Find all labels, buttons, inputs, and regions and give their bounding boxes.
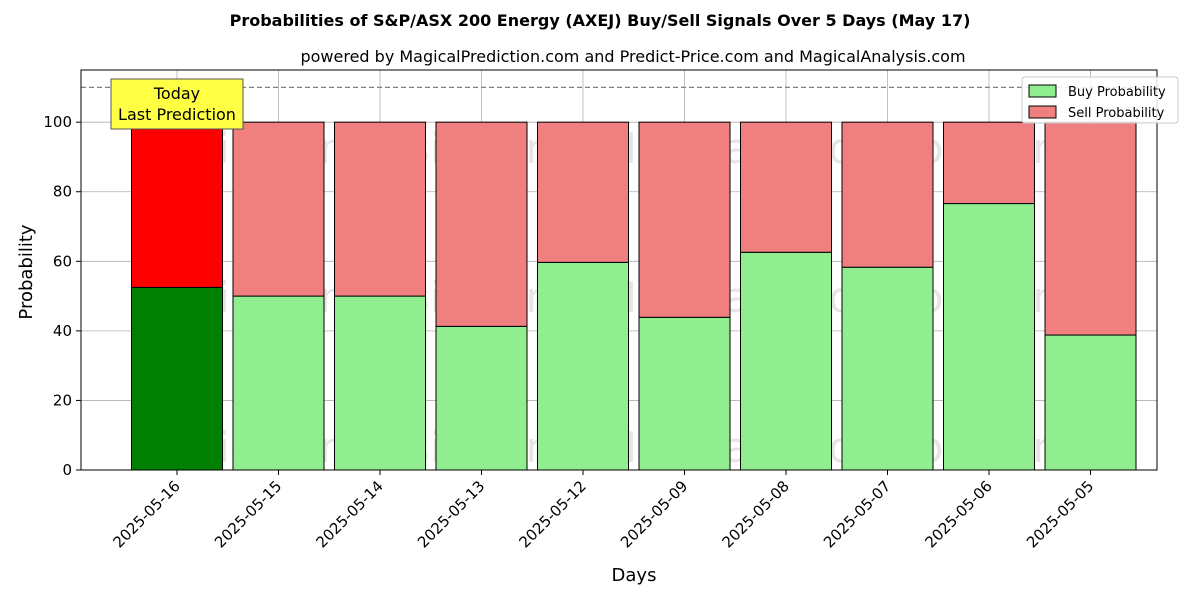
plot-frame — [80, 69, 1158, 471]
x-tick-label: 2025-05-07 — [820, 477, 894, 551]
sell-bar — [232, 121, 325, 297]
x-tick-label: 2025-05-05 — [1023, 477, 1097, 551]
buy-bar — [1044, 334, 1137, 471]
x-axis-label: Days — [612, 565, 657, 586]
sell-bar — [131, 121, 223, 288]
sell-bar — [638, 121, 731, 318]
sell-bar — [1044, 121, 1137, 336]
legend-swatch — [1028, 105, 1057, 119]
y-tick-label: 60 — [53, 252, 72, 270]
sell-bar — [841, 121, 934, 268]
y-tick-label: 20 — [53, 391, 72, 409]
x-tick-label: 2025-05-08 — [718, 477, 792, 551]
bar-layer — [131, 121, 1137, 471]
buy-bar — [943, 203, 1035, 471]
x-tick-label: 2025-05-13 — [414, 477, 488, 551]
sell-bar — [943, 121, 1035, 205]
legend: Buy Probability Sell Probability — [1021, 76, 1179, 124]
chart-title: Probabilities of S&P/ASX 200 Energy (AXE… — [230, 11, 971, 30]
annotation-line: Today — [153, 84, 200, 103]
buy-bar — [638, 316, 731, 471]
x-tick-label: 2025-05-15 — [211, 477, 285, 551]
x-axis-ticks: 2025-05-16 2025-05-15 2025-05-14 2025-05-13… — [109, 470, 1097, 551]
y-tick-label: 0 — [62, 461, 72, 479]
legend-box — [1021, 76, 1179, 124]
y-tick-label: 80 — [53, 183, 72, 201]
sell-bar — [740, 121, 832, 253]
sell-bar — [334, 121, 426, 297]
buy-bar — [131, 286, 223, 471]
buy-bar — [740, 251, 832, 471]
legend-label: Buy Probability — [1068, 85, 1166, 100]
y-tick-label: 40 — [53, 322, 72, 340]
annotation-box — [110, 78, 244, 130]
today-annotation: Today Last Prediction — [110, 78, 244, 130]
x-tick-label: 2025-05-16 — [109, 477, 183, 551]
chart-subtitle: powered by MagicalPrediction.com and Pre… — [300, 47, 965, 66]
annotation-line: Last Prediction — [118, 105, 236, 124]
buy-bar — [841, 266, 934, 471]
legend-label: Sell Probability — [1068, 106, 1165, 121]
y-axis-label: Probability — [16, 224, 37, 319]
legend-swatch — [1028, 84, 1057, 98]
sell-bar — [537, 121, 629, 263]
buy-bar — [232, 295, 325, 471]
y-tick-label: 100 — [43, 113, 72, 131]
buy-bar — [537, 261, 629, 471]
x-tick-label: 2025-05-06 — [921, 477, 995, 551]
buy-bar — [435, 325, 528, 471]
x-tick-label: 2025-05-12 — [515, 477, 589, 551]
x-tick-label: 2025-05-14 — [312, 477, 386, 551]
x-tick-label: 2025-05-09 — [617, 477, 691, 551]
buy-bar — [334, 295, 426, 471]
sell-bar — [435, 121, 528, 327]
y-axis-ticks: 0 20 40 60 80 100 — [43, 113, 81, 479]
